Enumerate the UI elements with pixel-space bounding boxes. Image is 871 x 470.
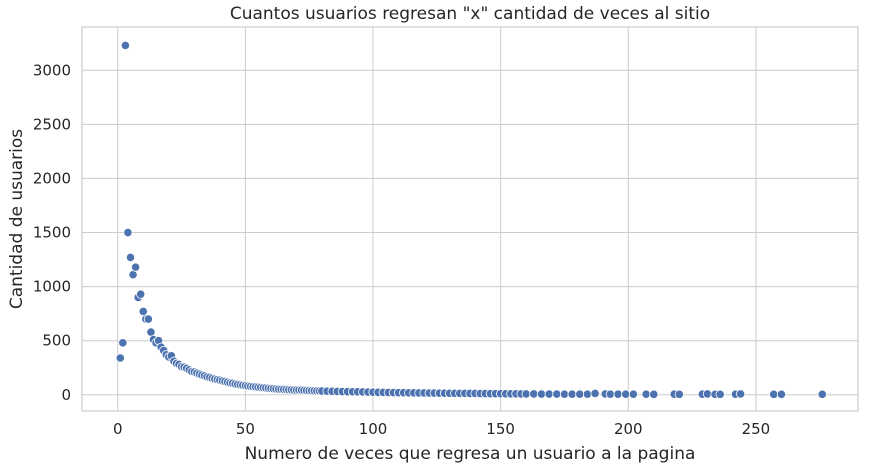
x-tick-label: 250 bbox=[742, 420, 771, 438]
data-point bbox=[559, 389, 570, 399]
y-tick-label: 2500 bbox=[33, 115, 71, 133]
data-point bbox=[143, 314, 153, 324]
data-point bbox=[613, 389, 623, 399]
data-point bbox=[529, 389, 539, 399]
data-point bbox=[128, 270, 138, 280]
data-point bbox=[715, 389, 725, 399]
data-point bbox=[817, 389, 827, 399]
data-point bbox=[567, 389, 577, 399]
data-point bbox=[120, 40, 130, 50]
data-point bbox=[621, 389, 631, 399]
y-tick-label: 1500 bbox=[33, 224, 71, 242]
data-point bbox=[582, 389, 593, 399]
data-point bbox=[735, 389, 746, 399]
y-tick-label: 0 bbox=[61, 386, 71, 404]
data-point bbox=[136, 289, 146, 299]
y-tick-label: 500 bbox=[42, 332, 71, 350]
data-point bbox=[605, 389, 615, 399]
x-tick-label: 150 bbox=[486, 420, 515, 438]
data-point bbox=[769, 389, 779, 399]
x-axis-label: Numero de veces que regresa un usuario a… bbox=[245, 444, 696, 464]
data-point bbox=[649, 389, 659, 399]
y-axis-label: Cantidad de usuarios bbox=[7, 129, 27, 309]
data-point bbox=[776, 389, 787, 399]
data-point bbox=[641, 389, 651, 399]
data-point bbox=[521, 389, 531, 399]
x-tick-label: 100 bbox=[359, 420, 388, 438]
y-tick-label: 3000 bbox=[33, 61, 71, 79]
data-point bbox=[146, 327, 156, 337]
y-tick-label: 2000 bbox=[33, 169, 71, 187]
data-point bbox=[536, 389, 547, 399]
data-point bbox=[118, 338, 128, 348]
data-point bbox=[544, 389, 554, 399]
y-tick-label: 1000 bbox=[33, 278, 71, 296]
data-point bbox=[590, 388, 600, 399]
data-point bbox=[674, 389, 684, 399]
data-point bbox=[552, 389, 562, 399]
data-point bbox=[702, 389, 712, 399]
data-point bbox=[125, 252, 136, 262]
x-tick-label: 200 bbox=[614, 420, 643, 438]
data-points bbox=[115, 40, 827, 399]
data-point bbox=[123, 227, 133, 238]
data-point bbox=[131, 262, 141, 272]
x-tick-label: 50 bbox=[236, 420, 255, 438]
data-point bbox=[115, 353, 125, 363]
data-point bbox=[575, 389, 585, 399]
plot-frame bbox=[81, 26, 859, 412]
grid-lines bbox=[82, 27, 858, 411]
x-tick-label: 0 bbox=[113, 420, 123, 438]
data-point bbox=[628, 389, 638, 399]
data-point bbox=[138, 306, 148, 317]
chart-title: Cuantos usuarios regresan "x" cantidad d… bbox=[230, 4, 710, 24]
